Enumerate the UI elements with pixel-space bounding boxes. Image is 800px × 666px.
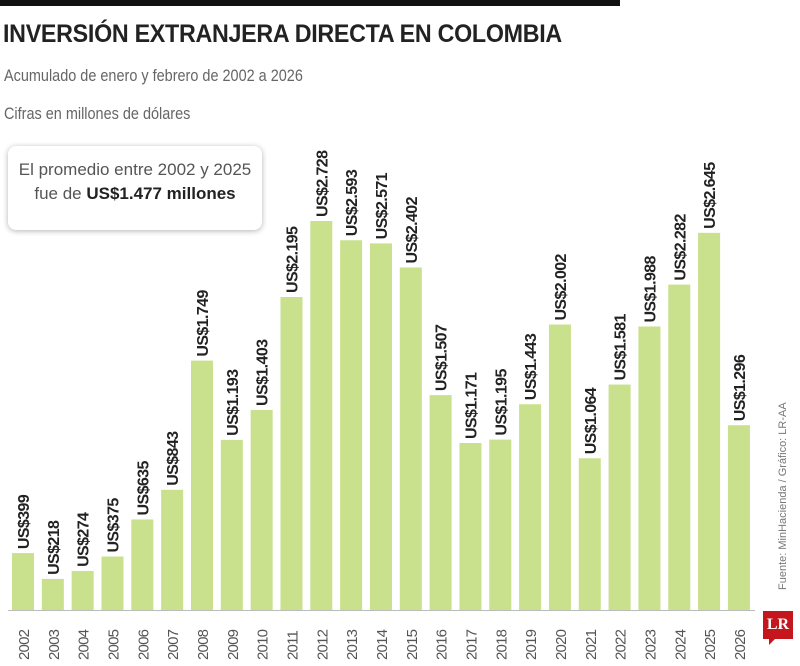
year-label: 2011 bbox=[284, 630, 301, 660]
bar-2015 bbox=[399, 267, 422, 610]
value-label: US$1.581 bbox=[613, 313, 630, 380]
value-label: US$1.064 bbox=[583, 387, 600, 454]
value-label: US$1.403 bbox=[255, 339, 272, 406]
bar-2002 bbox=[12, 553, 34, 610]
bar-2025 bbox=[698, 232, 721, 611]
bar-2011 bbox=[280, 297, 303, 610]
callout-line1: El promedio entre 2002 y 2025 bbox=[18, 160, 252, 179]
value-label: US$2.282 bbox=[672, 214, 689, 281]
year-label: 2020 bbox=[553, 629, 570, 660]
bar-2014 bbox=[369, 243, 392, 611]
year-label: 2016 bbox=[434, 629, 451, 660]
bar-2007 bbox=[161, 489, 184, 610]
year-label: 2013 bbox=[344, 629, 361, 660]
bar-2019 bbox=[519, 404, 542, 610]
year-label: 2007 bbox=[165, 629, 182, 660]
average-callout: El promedio entre 2002 y 2025 fue de US$… bbox=[8, 146, 262, 230]
bar-2009 bbox=[220, 439, 243, 610]
lr-logo: LR bbox=[763, 611, 793, 645]
year-label: 2021 bbox=[583, 629, 600, 660]
value-label: US$2.571 bbox=[374, 172, 391, 239]
year-label: 2017 bbox=[463, 629, 480, 660]
value-label: US$1.171 bbox=[463, 372, 480, 439]
units-note: Cifras en millones de dólares bbox=[4, 104, 191, 123]
bar-2022 bbox=[608, 384, 631, 610]
top-rule bbox=[0, 0, 620, 6]
value-label: US$1.193 bbox=[225, 369, 242, 436]
year-label: 2018 bbox=[493, 629, 510, 660]
callout-value: US$1.477 millones bbox=[86, 184, 236, 203]
bar-2004 bbox=[71, 570, 94, 610]
value-label: US$843 bbox=[165, 431, 182, 486]
bar-2021 bbox=[578, 458, 601, 610]
value-label: US$1.195 bbox=[493, 369, 510, 436]
value-label: US$1.296 bbox=[732, 354, 749, 421]
value-label: US$1.507 bbox=[434, 324, 451, 391]
chart-subtitle: Acumulado de enero y febrero de 2002 a 2… bbox=[4, 66, 303, 85]
chart-title: INVERSIÓN EXTRANJERA DIRECTA EN COLOMBIA bbox=[3, 20, 562, 48]
year-label: 2006 bbox=[135, 629, 152, 660]
year-label: 2026 bbox=[732, 629, 749, 660]
value-label: US$1.443 bbox=[523, 333, 540, 400]
value-label: US$375 bbox=[105, 498, 122, 553]
value-label: US$2.195 bbox=[284, 226, 301, 293]
value-label: US$2.402 bbox=[404, 196, 421, 263]
bar-2006 bbox=[131, 519, 154, 610]
value-label: US$2.002 bbox=[553, 253, 570, 320]
bar-2023 bbox=[638, 326, 661, 610]
bar-2024 bbox=[668, 284, 691, 610]
year-label: 2004 bbox=[76, 629, 93, 660]
bar-2013 bbox=[340, 240, 363, 610]
value-label: US$2.728 bbox=[314, 150, 331, 217]
value-label: US$2.645 bbox=[702, 162, 719, 229]
source-note: Fuente: MinHacienda / Gráfico: LR-AA bbox=[777, 402, 789, 590]
bar-2020 bbox=[548, 324, 571, 610]
year-label: 2003 bbox=[46, 629, 63, 660]
bar-2018 bbox=[489, 439, 512, 610]
bar-2008 bbox=[190, 360, 213, 610]
bar-2003 bbox=[41, 578, 64, 610]
year-label: 2025 bbox=[702, 629, 719, 660]
year-label: 2005 bbox=[105, 629, 122, 660]
year-label: 2023 bbox=[642, 629, 659, 660]
bar-2017 bbox=[459, 443, 482, 610]
value-label: US$218 bbox=[46, 520, 63, 575]
year-label: 2024 bbox=[672, 629, 689, 660]
value-label: US$2.593 bbox=[344, 169, 361, 236]
bar-2012 bbox=[310, 221, 333, 610]
value-label: US$399 bbox=[16, 494, 33, 549]
value-label: US$1.749 bbox=[195, 290, 212, 357]
callout-prefix: fue de bbox=[34, 184, 87, 203]
year-label: 2009 bbox=[225, 629, 242, 660]
year-label: 2014 bbox=[374, 629, 391, 660]
bar-2005 bbox=[101, 556, 124, 610]
bar-2026 bbox=[727, 425, 750, 610]
bar-2010 bbox=[250, 409, 273, 610]
year-label: 2010 bbox=[255, 629, 272, 660]
year-label: 2019 bbox=[523, 629, 540, 660]
bar-2016 bbox=[429, 395, 452, 610]
value-label: US$1.988 bbox=[642, 255, 659, 322]
year-label: 2012 bbox=[314, 629, 331, 660]
year-label: 2022 bbox=[613, 629, 630, 660]
year-label: 2008 bbox=[195, 629, 212, 660]
value-label: US$274 bbox=[76, 512, 93, 567]
year-label: 2015 bbox=[404, 629, 421, 660]
year-label: 2002 bbox=[16, 629, 33, 660]
value-label: US$635 bbox=[135, 461, 152, 516]
